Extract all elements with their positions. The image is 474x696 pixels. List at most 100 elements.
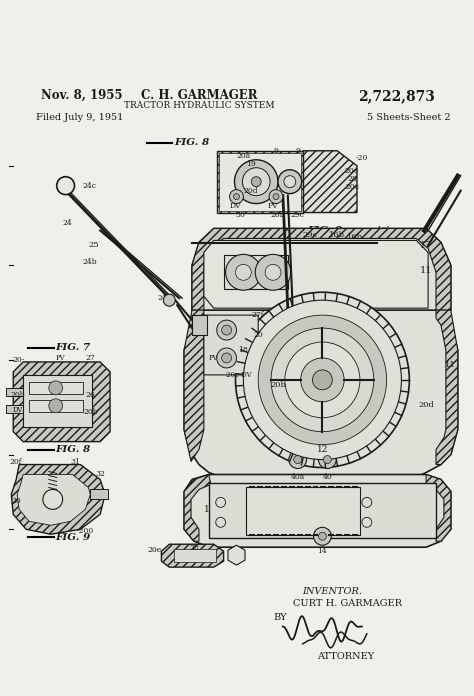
Text: 16b: 16b bbox=[329, 232, 345, 239]
Circle shape bbox=[57, 177, 74, 195]
Polygon shape bbox=[228, 545, 245, 565]
Text: 18: 18 bbox=[238, 346, 248, 354]
Circle shape bbox=[234, 193, 239, 200]
Circle shape bbox=[236, 264, 251, 280]
Polygon shape bbox=[204, 240, 428, 308]
Text: 5 Sheets-Sheet 2: 5 Sheets-Sheet 2 bbox=[367, 113, 450, 122]
Circle shape bbox=[229, 189, 243, 203]
Circle shape bbox=[164, 294, 175, 306]
Text: ATTORNEY: ATTORNEY bbox=[318, 651, 375, 661]
Text: 20b: 20b bbox=[270, 381, 286, 389]
Text: 30: 30 bbox=[236, 210, 246, 219]
Circle shape bbox=[294, 456, 301, 464]
Text: 14: 14 bbox=[318, 547, 327, 555]
Polygon shape bbox=[11, 464, 105, 535]
Circle shape bbox=[226, 254, 261, 290]
Text: 19: 19 bbox=[246, 160, 256, 168]
Polygon shape bbox=[217, 151, 303, 212]
Text: 24b: 24b bbox=[82, 258, 97, 267]
Bar bbox=[224, 255, 288, 290]
Text: 24b: 24b bbox=[157, 294, 171, 302]
Bar bbox=[6, 405, 23, 413]
Polygon shape bbox=[13, 362, 110, 442]
Polygon shape bbox=[184, 475, 211, 541]
Text: 20a: 20a bbox=[236, 152, 251, 160]
Polygon shape bbox=[204, 315, 258, 375]
Circle shape bbox=[265, 264, 281, 280]
Polygon shape bbox=[303, 151, 357, 212]
Circle shape bbox=[49, 399, 63, 413]
Circle shape bbox=[251, 177, 261, 187]
Polygon shape bbox=[184, 310, 458, 480]
Polygon shape bbox=[162, 544, 224, 567]
Text: 27f: 27f bbox=[252, 311, 264, 319]
Bar bbox=[192, 315, 207, 335]
Bar bbox=[174, 549, 216, 562]
Text: 28: 28 bbox=[189, 544, 199, 552]
Circle shape bbox=[289, 450, 307, 468]
Text: FIG. 8: FIG. 8 bbox=[56, 445, 91, 454]
Circle shape bbox=[217, 348, 237, 368]
Circle shape bbox=[222, 325, 231, 335]
Polygon shape bbox=[184, 475, 451, 547]
Text: -20: -20 bbox=[356, 154, 368, 161]
Text: 11: 11 bbox=[420, 266, 432, 275]
Text: 20e: 20e bbox=[345, 167, 359, 175]
Text: 11: 11 bbox=[446, 361, 456, 369]
Circle shape bbox=[313, 528, 331, 545]
Text: 20c DV: 20c DV bbox=[226, 371, 251, 379]
Text: 20: 20 bbox=[11, 498, 21, 505]
Circle shape bbox=[235, 160, 278, 203]
Polygon shape bbox=[426, 475, 451, 541]
Text: BY: BY bbox=[273, 613, 287, 622]
Text: FIG. 8: FIG. 8 bbox=[174, 139, 210, 148]
Polygon shape bbox=[192, 228, 451, 330]
Circle shape bbox=[43, 489, 63, 509]
Circle shape bbox=[362, 517, 372, 528]
Circle shape bbox=[216, 517, 226, 528]
Text: 29c: 29c bbox=[303, 232, 318, 239]
Bar bbox=[29, 400, 83, 412]
Text: 26: 26 bbox=[85, 391, 95, 399]
Text: 20d: 20d bbox=[418, 401, 434, 409]
Text: -200: -200 bbox=[77, 528, 94, 535]
Polygon shape bbox=[219, 153, 301, 211]
Text: 29c: 29c bbox=[291, 210, 305, 219]
Polygon shape bbox=[17, 475, 90, 525]
Text: 16b: 16b bbox=[347, 233, 363, 242]
Text: 24: 24 bbox=[63, 219, 73, 226]
Text: FIG. 9: FIG. 9 bbox=[308, 226, 343, 235]
Circle shape bbox=[271, 328, 374, 432]
Text: CURT H. GARMAGER: CURT H. GARMAGER bbox=[293, 599, 402, 608]
Polygon shape bbox=[192, 228, 451, 310]
Text: DV: DV bbox=[230, 202, 241, 209]
Text: 10: 10 bbox=[204, 505, 215, 514]
Circle shape bbox=[273, 193, 279, 200]
Text: 20b: 20b bbox=[271, 210, 285, 219]
Text: 20f: 20f bbox=[10, 457, 22, 466]
Circle shape bbox=[216, 498, 226, 507]
Text: 20e: 20e bbox=[147, 546, 162, 554]
Bar bbox=[29, 382, 83, 394]
Text: PV: PV bbox=[56, 354, 65, 362]
Circle shape bbox=[258, 315, 387, 445]
Circle shape bbox=[49, 381, 63, 395]
Circle shape bbox=[362, 498, 372, 507]
Text: 28: 28 bbox=[347, 175, 357, 182]
Text: 27: 27 bbox=[85, 354, 95, 362]
Text: Filed July 9, 1951: Filed July 9, 1951 bbox=[36, 113, 123, 122]
Bar bbox=[23, 375, 92, 427]
Text: FIG. 9: FIG. 9 bbox=[56, 532, 91, 541]
Polygon shape bbox=[184, 310, 204, 461]
Circle shape bbox=[301, 358, 344, 402]
Text: PV: PV bbox=[209, 354, 219, 362]
Circle shape bbox=[312, 370, 332, 390]
Circle shape bbox=[284, 175, 296, 188]
Text: 40: 40 bbox=[322, 473, 332, 482]
Text: 20: 20 bbox=[253, 331, 263, 339]
Circle shape bbox=[285, 342, 360, 418]
Text: 32: 32 bbox=[95, 470, 105, 478]
Polygon shape bbox=[436, 310, 458, 464]
Text: 2,722,873: 2,722,873 bbox=[358, 89, 435, 103]
Text: 40a: 40a bbox=[291, 473, 305, 482]
